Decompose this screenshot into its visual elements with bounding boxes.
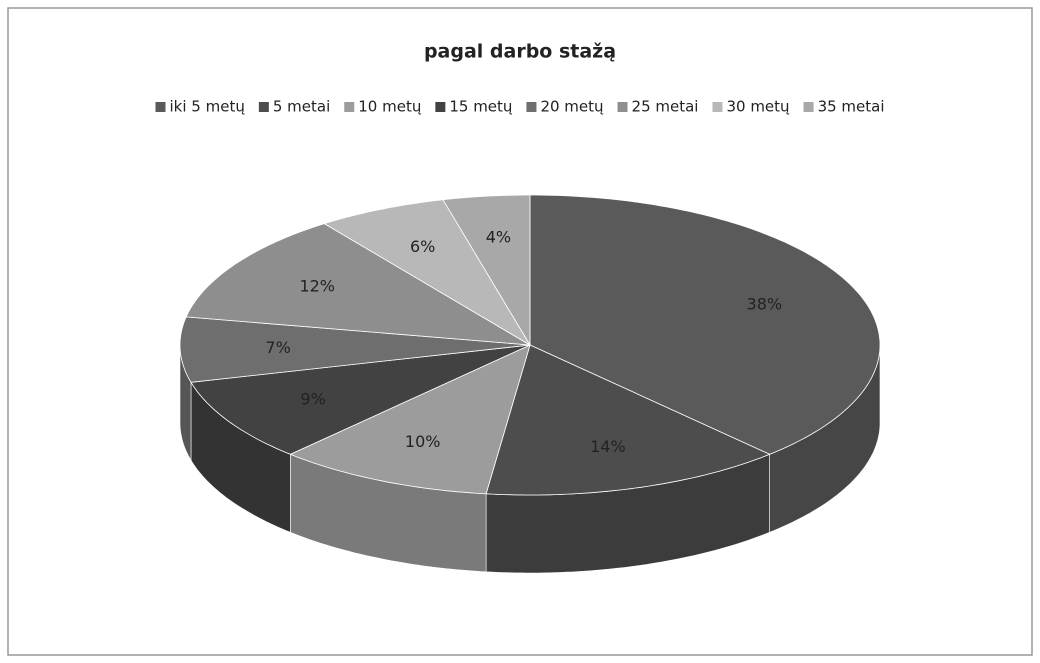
- legend-swatch: [258, 102, 269, 112]
- legend-label: 10 metų: [358, 98, 422, 116]
- legend-swatch: [617, 102, 628, 112]
- slice: [442, 194, 531, 347]
- legend-label: 35 metai: [818, 98, 885, 116]
- legend: iki 5 metų 5 metai 10 metų 15 metų 20 metų 25…: [155, 98, 885, 116]
- data-label: 14%: [590, 437, 626, 456]
- slice-top: [323, 199, 531, 346]
- slice-top: [485, 344, 771, 496]
- legend-swatch: [803, 102, 814, 112]
- legend-label: 25 metai: [632, 98, 699, 116]
- slice-top: [529, 194, 881, 455]
- data-label: 7%: [265, 338, 290, 357]
- slice-top: [185, 223, 531, 346]
- legend-swatch: [712, 102, 723, 112]
- legend-swatch: [155, 102, 166, 112]
- data-label: 10%: [405, 432, 441, 451]
- legend-label: 15 metų: [449, 98, 513, 116]
- data-label: 12%: [299, 277, 335, 296]
- legend-label: 20 metų: [540, 98, 604, 116]
- slice: [485, 344, 771, 574]
- slice-top: [179, 316, 531, 383]
- legend-swatch: [344, 102, 355, 112]
- legend-swatch: [435, 102, 446, 112]
- data-label: 6%: [410, 237, 435, 256]
- slice: [190, 344, 531, 533]
- slice: [323, 199, 531, 346]
- legend-label: 30 metų: [726, 98, 790, 116]
- legend-label: iki 5 metų: [170, 98, 246, 116]
- data-label: 9%: [300, 389, 325, 408]
- slice: [185, 223, 531, 346]
- data-label: 4%: [486, 227, 511, 246]
- slice-top: [289, 344, 531, 495]
- slice-top: [190, 344, 531, 455]
- legend-label: 5 metai: [273, 98, 330, 116]
- chart-title: pagal darbo stažą: [424, 41, 616, 63]
- slice: [179, 316, 531, 462]
- slice-top: [442, 194, 531, 347]
- legend-swatch: [526, 102, 537, 112]
- data-label: 38%: [747, 295, 783, 314]
- slice: [289, 344, 531, 573]
